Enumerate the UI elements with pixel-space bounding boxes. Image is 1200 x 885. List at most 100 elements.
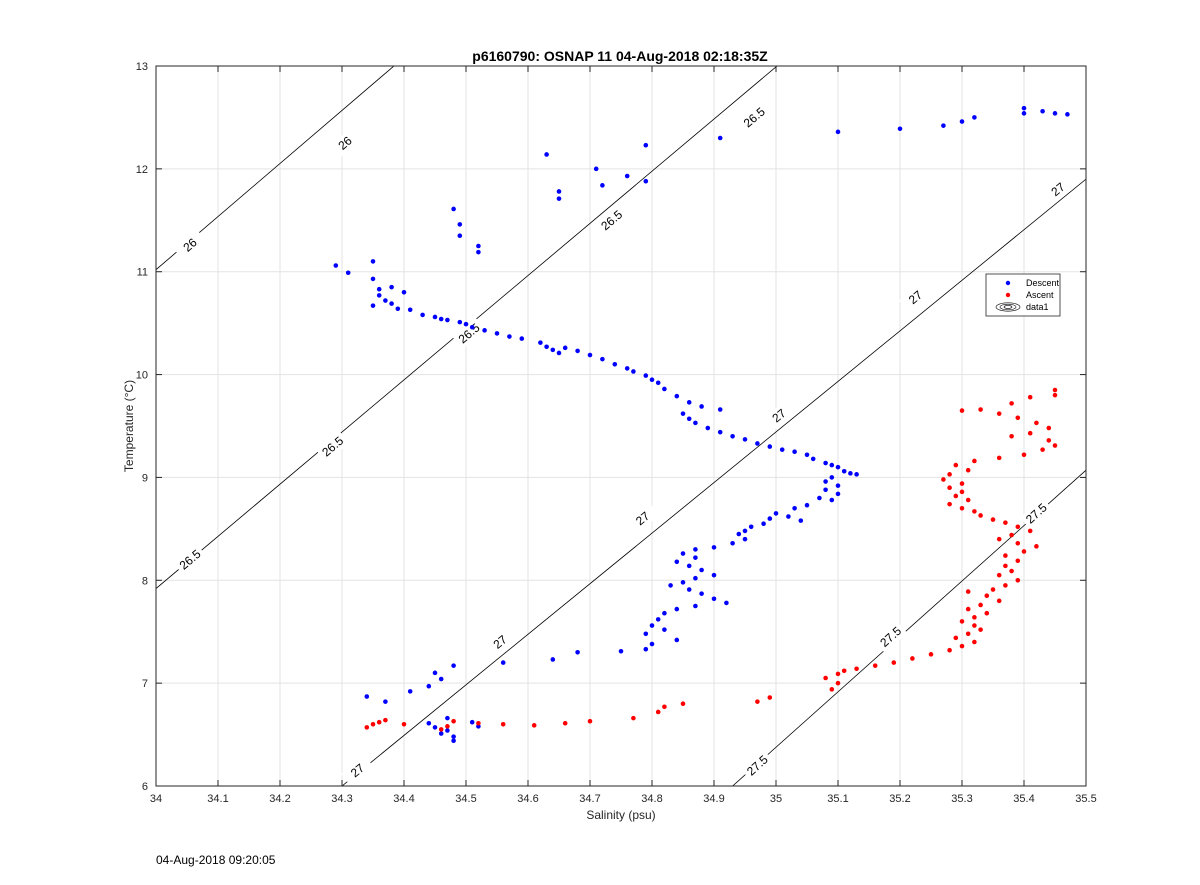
descent-point (686, 563, 692, 569)
y-tick-label: 6 (142, 781, 148, 793)
descent-point (699, 567, 704, 573)
descent-point (445, 317, 450, 323)
legend-label: Descent (1026, 278, 1060, 288)
legend-marker (1005, 292, 1011, 298)
descent-point (730, 433, 735, 439)
ascent-point (959, 481, 965, 486)
ascent-point (978, 513, 983, 518)
x-tick-label: 34.1 (207, 793, 228, 805)
ascent-point (476, 720, 481, 726)
descent-point (383, 699, 388, 704)
descent-point (1052, 111, 1058, 116)
legend-box (985, 273, 1061, 317)
descent-point (655, 380, 661, 386)
x-tick-label: 35.4 (1013, 793, 1034, 805)
ascent-point (965, 497, 971, 503)
descent-point (662, 610, 667, 616)
ascent-point (1003, 583, 1008, 588)
contour-label-bg (737, 101, 771, 134)
x-tick-label: 34.8 (641, 793, 662, 805)
x-tick-label: 34.9 (703, 793, 724, 805)
descent-point (438, 731, 444, 736)
ascent-point (978, 602, 983, 608)
contour-line (156, 66, 395, 270)
descent-point (426, 683, 432, 689)
descent-point (370, 276, 376, 282)
ascent-point (364, 725, 370, 730)
descent-point (693, 420, 698, 426)
descent-point (792, 505, 797, 511)
descent-point (432, 314, 438, 320)
descent-point (841, 468, 847, 474)
ascent-point (829, 687, 835, 692)
ascent-point (1021, 452, 1027, 458)
contour-label-bg (173, 229, 207, 261)
x-tick-label: 34.3 (331, 793, 352, 805)
descent-point (643, 142, 649, 148)
descent-point (717, 135, 723, 141)
ascent-point (445, 724, 450, 729)
ascent-point (953, 462, 959, 468)
chart-title: p6160790: OSNAP 11 04-Aug-2018 02:18:35Z (472, 48, 768, 64)
ascent-point (1040, 447, 1045, 452)
ascent-point (1015, 524, 1021, 530)
y-tick-label: 13 (136, 61, 148, 73)
ascent-point (947, 472, 952, 477)
ascent-point (996, 572, 1002, 578)
descent-point (699, 404, 704, 409)
ascent-point (965, 589, 971, 594)
descent-point (593, 166, 599, 172)
ascent-point (631, 715, 636, 721)
descent-point (662, 386, 667, 392)
descent-point (674, 393, 680, 399)
ascent-point (1027, 528, 1033, 534)
descent-point (693, 555, 698, 560)
descent-point (717, 407, 723, 412)
descent-point (482, 328, 487, 333)
ascent-point (941, 477, 946, 482)
ascent-point (1052, 392, 1058, 398)
descent-point (779, 447, 785, 452)
ascent-point (755, 699, 760, 704)
descent-point (643, 178, 649, 184)
contour-label-bg (452, 317, 486, 350)
descent-point (736, 531, 742, 537)
ascent-point (1003, 553, 1008, 558)
descent-point (680, 580, 686, 585)
ascent-point (835, 671, 841, 677)
contour-label-bg (483, 626, 517, 658)
legend-marker (1005, 280, 1011, 286)
descent-point (817, 495, 822, 501)
descent-point (897, 126, 903, 132)
ascent-point (1015, 577, 1021, 583)
descent-point (469, 719, 475, 725)
descent-point (383, 298, 388, 303)
axes-box (155, 65, 1087, 787)
descent-point (507, 334, 512, 339)
legend-label: data1 (1026, 302, 1049, 312)
ascent-point (1046, 438, 1052, 443)
descent-point (693, 547, 698, 552)
descent-point (600, 356, 605, 362)
descent-point (686, 587, 692, 592)
descent-point (773, 511, 779, 516)
descent-point (798, 518, 804, 523)
ascent-point (1027, 394, 1033, 400)
descent-point (848, 471, 853, 476)
ascent-point (972, 509, 977, 514)
descent-point (804, 502, 810, 508)
legend-contour-marker (995, 302, 1021, 312)
ascent-point (370, 721, 376, 727)
descent-point (550, 657, 556, 662)
descent-point (426, 720, 432, 726)
descent-point (724, 600, 729, 606)
descent-point (686, 400, 692, 405)
descent-point (370, 259, 376, 264)
descent-point (451, 663, 456, 668)
descent-point (711, 596, 717, 602)
ascent-point (655, 709, 661, 715)
descent-point (457, 222, 463, 227)
descent-point (451, 206, 456, 212)
ascent-point (978, 627, 983, 632)
descent-point (370, 303, 376, 308)
